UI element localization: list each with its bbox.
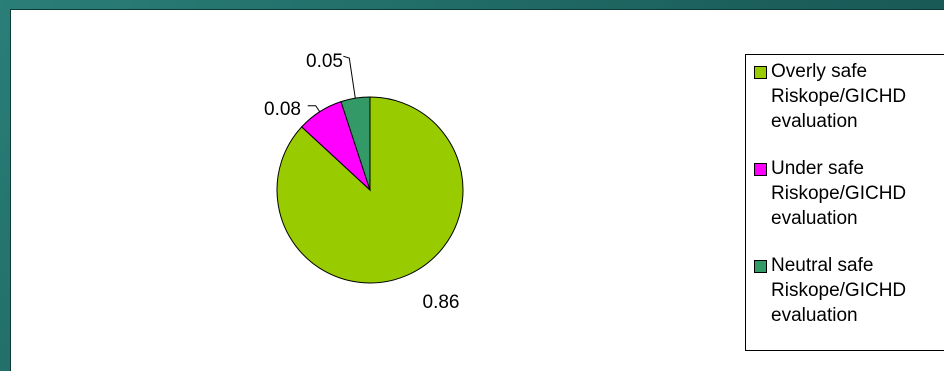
chart-legend: Overly safe Riskope/GICHD evaluation Und… bbox=[745, 54, 944, 351]
data-label-overly-safe: 0.86 bbox=[423, 292, 460, 313]
chart-area: 0.86 0.08 0.05 Overly safe Riskope/GICHD e… bbox=[10, 9, 944, 371]
leader-line-neutral-safe bbox=[343, 55, 356, 99]
legend-swatch-under-safe bbox=[754, 163, 767, 176]
data-label-neutral-safe: 0.05 bbox=[306, 51, 343, 72]
legend-swatch-overly-safe bbox=[754, 66, 767, 79]
legend-label-overly-safe: Overly safe Riskope/GICHD evaluation bbox=[771, 61, 907, 132]
legend-label-neutral-safe: Neutral safe Riskope/GICHD evaluation bbox=[771, 255, 907, 326]
pie-chart: 0.86 0.08 0.05 bbox=[264, 51, 464, 313]
data-label-under-safe: 0.08 bbox=[264, 99, 301, 120]
leader-line-under-safe bbox=[307, 105, 321, 113]
legend-label-under-safe: Under safe Riskope/GICHD evaluation bbox=[771, 158, 907, 229]
legend-swatch-neutral-safe bbox=[754, 260, 767, 273]
pie-slice-neutral-safe bbox=[340, 96, 371, 191]
